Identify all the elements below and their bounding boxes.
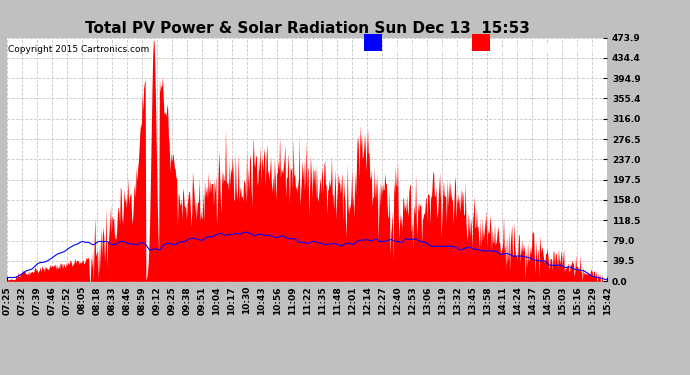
Text: Copyright 2015 Cartronics.com: Copyright 2015 Cartronics.com [8, 45, 149, 54]
Legend: Radiation (W/m2), PV Panels (DC Watts): Radiation (W/m2), PV Panels (DC Watts) [362, 42, 602, 55]
Title: Total PV Power & Solar Radiation Sun Dec 13  15:53: Total PV Power & Solar Radiation Sun Dec… [85, 21, 529, 36]
